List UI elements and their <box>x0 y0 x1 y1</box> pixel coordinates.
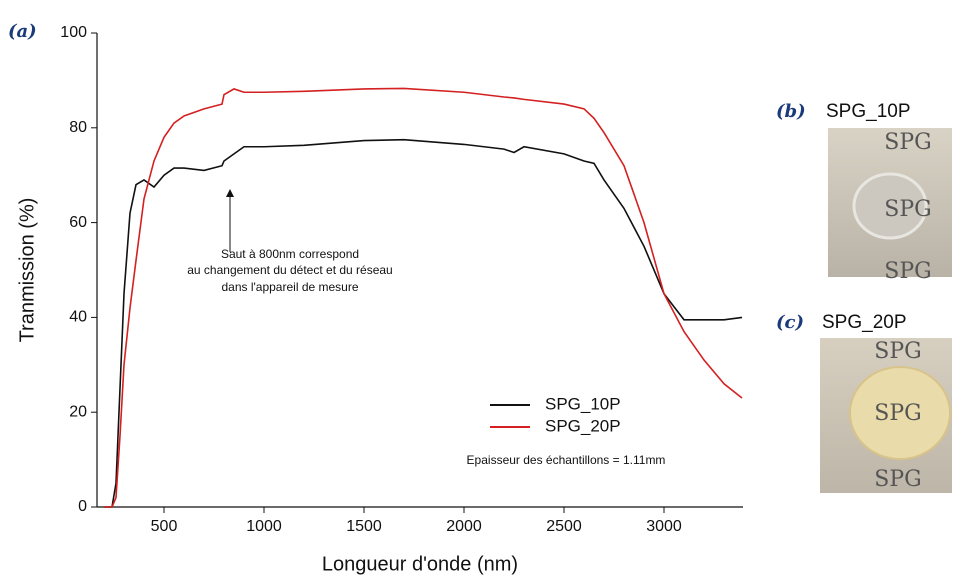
annotation: dans l'appareil de mesure <box>221 280 358 294</box>
x-tick-label: 3000 <box>646 518 682 535</box>
note: Epaisseur des échantillons = 1.11mm <box>467 453 666 467</box>
series-line <box>104 138 743 508</box>
y-axis-label: Tranmission (%) <box>16 198 38 343</box>
series-line <box>104 87 743 508</box>
y-tick-label: 40 <box>69 309 87 326</box>
annotation: au changement du détect et du réseau <box>187 263 392 277</box>
x-tick-label: 2500 <box>546 518 582 535</box>
photo-text: SPG <box>874 467 921 492</box>
x-axis-label: Longueur d'onde (nm) <box>322 553 518 575</box>
y-tick-label: 100 <box>60 24 87 41</box>
panel-label: (c) <box>776 312 804 333</box>
panel-title: SPG_10P <box>826 101 911 122</box>
sample-disc <box>852 172 928 240</box>
panel-label: (a) <box>8 21 37 42</box>
photo-text: SPG <box>884 197 931 222</box>
x-tick-label: 2000 <box>446 518 482 535</box>
panel-label: (b) <box>776 101 806 122</box>
legend-label: SPG_10P <box>545 394 621 413</box>
y-tick-label: 80 <box>69 119 87 136</box>
x-tick-label: 1000 <box>246 518 282 535</box>
x-tick-label: 1500 <box>346 518 382 535</box>
y-tick-label: 60 <box>69 214 87 231</box>
x-tick-label: 500 <box>151 518 178 535</box>
sample-disc <box>849 366 951 460</box>
y-tick-label: 20 <box>69 403 87 420</box>
y-tick-label: 0 <box>78 498 87 515</box>
photo-text: SPG <box>884 259 931 284</box>
photo-text: SPG <box>884 130 931 155</box>
legend-label: SPG_20P <box>545 416 621 435</box>
panel-title: SPG_20P <box>822 312 907 333</box>
photo-text: SPG <box>874 401 921 426</box>
annotation: Saut à 800nm correspond <box>221 247 359 261</box>
photo-text: SPG <box>874 339 921 364</box>
